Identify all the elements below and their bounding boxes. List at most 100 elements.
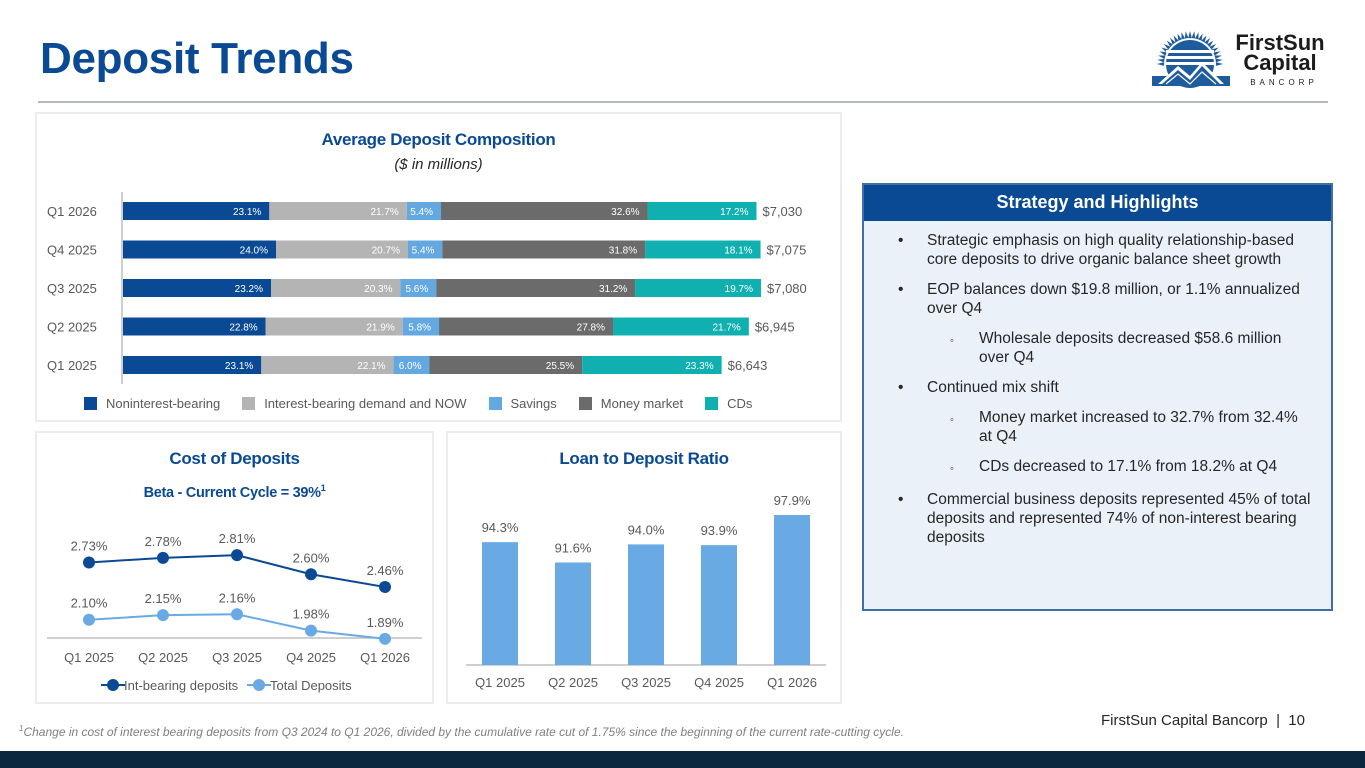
composition-bar-segment (400, 279, 437, 297)
legend-swatch (242, 397, 256, 410)
footnote: 1Change in cost of interest bearing depo… (19, 724, 904, 739)
highlight-text: EOP balances down $19.8 million, or 1.1%… (927, 281, 1300, 317)
composition-total-label: $7,030 (762, 204, 802, 219)
composition-bar-segment (406, 202, 442, 220)
composition-segment-label: 19.7% (725, 284, 753, 295)
logo-text-line1: FirstSun (1235, 30, 1324, 55)
composition-bar-segment (582, 356, 722, 374)
composition-bar-segment (276, 240, 408, 259)
composition-segment-label: 5.4% (410, 207, 433, 218)
composition-legend: Noninterest-bearing Interest-bearing dema… (84, 396, 774, 411)
cost-data-point (231, 549, 243, 562)
ltd-bar (555, 562, 591, 665)
ltd-bar (774, 515, 810, 665)
ltd-bar (628, 544, 664, 665)
composition-segment-label: 20.3% (364, 284, 392, 295)
legend-item: Savings (488, 396, 557, 411)
composition-bar-segment (402, 317, 440, 336)
composition-bar-segment (645, 240, 761, 259)
cost-data-label: 2.73% (71, 538, 108, 553)
ltd-x-tick-label: Q3 2025 (621, 675, 671, 690)
composition-bar-segment (265, 317, 403, 336)
cost-x-tick-label: Q1 2025 (64, 650, 114, 665)
composition-bar-segment (442, 240, 646, 259)
cost-title: Cost of Deposits (169, 449, 300, 468)
legend-label: Money market (600, 396, 684, 411)
composition-bar-segment (635, 279, 761, 297)
composition-segment-label: 24.0% (240, 246, 268, 257)
cost-data-point (231, 608, 243, 621)
composition-segment-label: 31.2% (599, 284, 627, 295)
title-divider (38, 101, 1328, 103)
composition-segment-label: 21.9% (366, 323, 394, 334)
composition-segment-label: 18.1% (724, 246, 752, 257)
highlight-item: • Continued mix shift (898, 378, 1311, 397)
legend-marker-icon (107, 679, 119, 691)
cost-data-point (305, 568, 317, 581)
composition-segment-label: 23.1% (233, 207, 261, 218)
composition-segment-label: 6.0% (399, 361, 422, 372)
bullet-icon: ◦ (950, 414, 954, 426)
legend-item: Money market (578, 396, 684, 411)
cost-data-label: 1.98% (293, 607, 330, 622)
footer-page-label: FirstSun Capital Bancorp | 10 (1101, 712, 1305, 729)
composition-category-label: Q3 2025 (47, 281, 97, 296)
ltd-data-label: 93.9% (701, 523, 738, 538)
cost-subtitle: Beta - Current Cycle = 39%1 (37, 483, 432, 501)
composition-bar-segment (123, 279, 272, 297)
bottom-bar (0, 751, 1365, 768)
composition-category-label: Q1 2026 (47, 204, 97, 219)
composition-segment-label: 31.8% (609, 246, 637, 257)
footnote-number: 1 (19, 724, 24, 733)
cost-data-point (157, 551, 169, 564)
cost-x-tick-label: Q4 2025 (286, 650, 336, 665)
highlight-text: Commercial business deposits represented… (927, 491, 1311, 546)
composition-bar-segment (436, 279, 636, 297)
cost-data-label: 2.16% (219, 590, 256, 605)
composition-category-label: Q2 2025 (47, 320, 97, 335)
composition-panel: Average Deposit Composition ($ in millio… (35, 112, 842, 422)
cost-data-point (305, 624, 317, 637)
cost-data-point (83, 556, 95, 569)
bullet-icon: • (898, 232, 904, 249)
composition-segment-label: 5.6% (405, 284, 428, 295)
composition-total-label: $6,945 (755, 320, 795, 335)
logo-text-line2: Capital (1243, 50, 1316, 75)
composition-segment-label: 17.2% (720, 207, 748, 218)
composition-segment-label: 23.2% (235, 284, 263, 295)
ltd-data-label: 94.0% (628, 522, 665, 537)
ltd-x-tick-label: Q2 2025 (548, 675, 598, 690)
cost-subtitle-text: Beta - Current Cycle = 39% (143, 484, 321, 501)
highlight-item: • EOP balances down $19.8 million, or 1.1… (898, 280, 1311, 318)
footnote-text: Change in cost of interest bearing depos… (23, 725, 904, 739)
composition-bar-segment (647, 202, 757, 220)
composition-total-label: $6,643 (728, 358, 768, 373)
composition-bar-segment (407, 240, 443, 259)
page-title: Deposit Trends (40, 34, 354, 83)
composition-total-label: $7,080 (767, 281, 807, 296)
legend-item: CDs (705, 396, 752, 411)
composition-segment-label: 5.8% (408, 323, 431, 334)
composition-segment-label: 22.1% (357, 361, 385, 372)
legend-swatch (84, 397, 97, 410)
ltd-data-label: 91.6% (555, 540, 592, 555)
cost-chart: 2.73% 2.78% 2.81% 2.60% 2.46% 2.10% 2.15% 2.16%… (47, 531, 422, 693)
ltd-bar (701, 545, 737, 665)
composition-category-label: Q1 2025 (47, 358, 97, 373)
highlights-header: Strategy and Highlights (864, 185, 1331, 221)
composition-bar-segment (123, 240, 277, 259)
composition-segment-label: 25.5% (546, 361, 574, 372)
legend-label: Noninterest-bearing (106, 396, 221, 411)
ltd-x-tick-label: Q1 2026 (767, 675, 817, 690)
ltd-title: Loan to Deposit Ratio (559, 449, 729, 468)
legend-item: Interest-bearing demand and NOW (242, 396, 467, 411)
ltd-x-tick-label: Q4 2025 (694, 675, 744, 690)
legend-item: Noninterest-bearing (84, 396, 220, 411)
ltd-bar (482, 542, 518, 665)
ltd-chart: 94.3% Q1 2025 91.6% Q2 2025 94.0% Q3 2025 93.9… (466, 493, 826, 690)
cost-data-label: 2.15% (145, 591, 182, 606)
composition-bar-segment (429, 356, 583, 374)
highlights-list: • Strategic emphasis on high quality rela… (864, 221, 1331, 547)
bullet-icon: • (898, 491, 904, 508)
bullet-icon: • (898, 281, 904, 298)
